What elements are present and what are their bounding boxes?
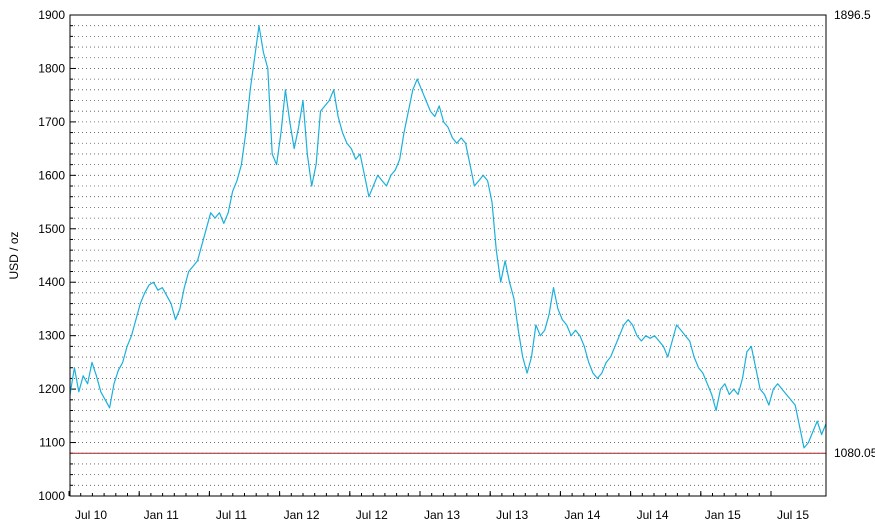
series-line <box>69 25 827 449</box>
x-tick-label: Jul 14 <box>637 508 669 522</box>
y-tick-label: 1400 <box>38 275 65 289</box>
y-tick-label: 1500 <box>38 222 65 236</box>
x-tick-label: Jul 15 <box>777 508 809 522</box>
x-tick-label: Jan 15 <box>705 508 741 522</box>
x-tick-label: Jan 14 <box>564 508 600 522</box>
x-tick-label: Jan 11 <box>144 508 179 522</box>
y-tick-label: 1100 <box>39 436 65 450</box>
x-tick-label: Jan 13 <box>424 508 460 522</box>
y-axis-label: USD / oz <box>7 231 21 279</box>
y-tick-label: 1200 <box>38 382 65 396</box>
y-tick-label: 1600 <box>38 168 65 182</box>
y-tick-label: 1800 <box>38 61 65 75</box>
x-tick-label: Jul 12 <box>356 508 388 522</box>
y-tick-label: 1700 <box>38 115 65 129</box>
x-tick-label: Jul 13 <box>496 508 528 522</box>
y-tick-label: 1000 <box>38 489 65 503</box>
plot-frame <box>69 14 827 497</box>
y-tick-label: 1900 <box>38 8 65 22</box>
x-tick-label: Jan 12 <box>284 508 320 522</box>
reference-line-label: 1080.05 <box>834 446 875 460</box>
y-tick-label: 1300 <box>38 329 65 343</box>
x-tick-label: Jul 11 <box>216 508 247 522</box>
max-value-label: 1896.5 <box>834 8 871 22</box>
x-tick-label: Jul 10 <box>75 508 107 522</box>
